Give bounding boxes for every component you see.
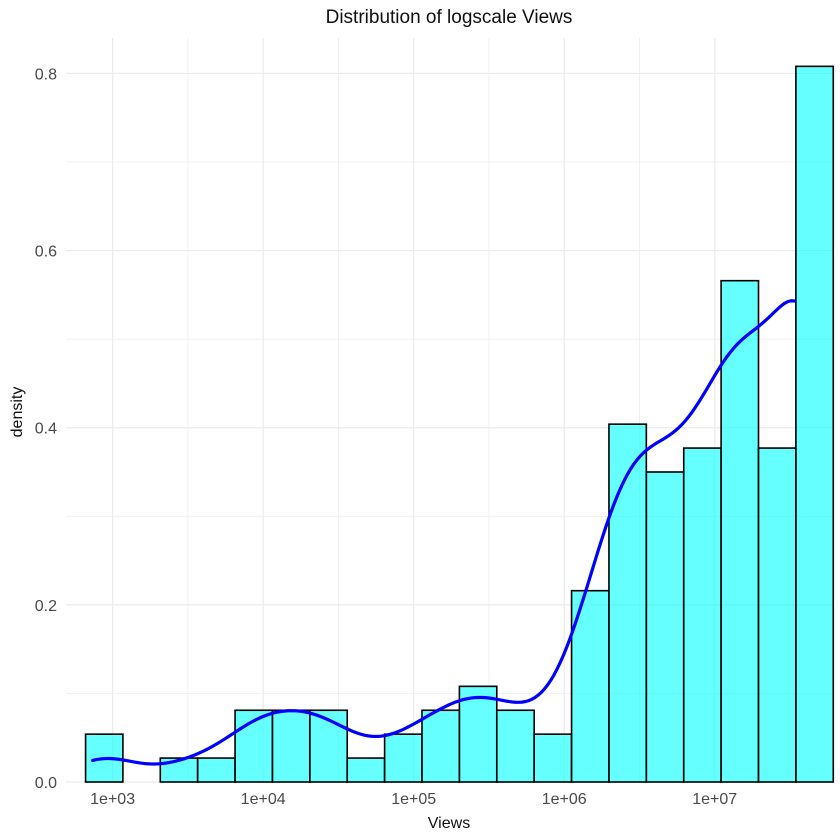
histogram-bar (795, 65, 835, 783)
histogram-bar (757, 447, 797, 783)
histogram-bar (383, 733, 423, 783)
chart-title: Distribution of logscale Views (326, 7, 573, 28)
density-curve-layer (91, 299, 796, 766)
histogram-bar (196, 757, 236, 783)
histogram-bar (421, 709, 461, 783)
tick-label-layer: 0.0 0.2 0.4 0.6 0.8 1e+03 1e+04 1e+05 1e+06 1e+07 (35, 66, 738, 808)
histogram-bar (608, 423, 648, 783)
histogram-bar (309, 709, 349, 783)
bars-layer (84, 65, 835, 783)
histogram-bar (645, 471, 685, 783)
x-axis-label: Views (428, 815, 470, 832)
y-tick-label: 0.0 (35, 775, 57, 792)
x-tick-label: 1e+05 (391, 791, 436, 808)
histogram-bar (346, 757, 386, 783)
x-tick-label: 1e+06 (542, 791, 587, 808)
y-tick-label: 0.2 (35, 598, 57, 615)
grid-layer (66, 38, 834, 783)
histogram-bar (720, 279, 760, 783)
y-axis-label: density (9, 387, 26, 438)
histogram-bar (458, 685, 498, 783)
histogram-bar (682, 447, 722, 783)
histogram-bar (495, 709, 535, 783)
x-tick-label: 1e+04 (241, 791, 286, 808)
x-tick-label: 1e+07 (692, 791, 737, 808)
y-tick-label: 0.6 (35, 244, 57, 261)
histogram-bar (533, 733, 573, 783)
histogram-bar (570, 589, 610, 783)
x-tick-label: 1e+03 (90, 791, 135, 808)
histogram-bar (271, 709, 311, 783)
y-tick-label: 0.4 (35, 421, 57, 438)
y-tick-label: 0.8 (35, 66, 57, 83)
density-curve (91, 299, 796, 766)
